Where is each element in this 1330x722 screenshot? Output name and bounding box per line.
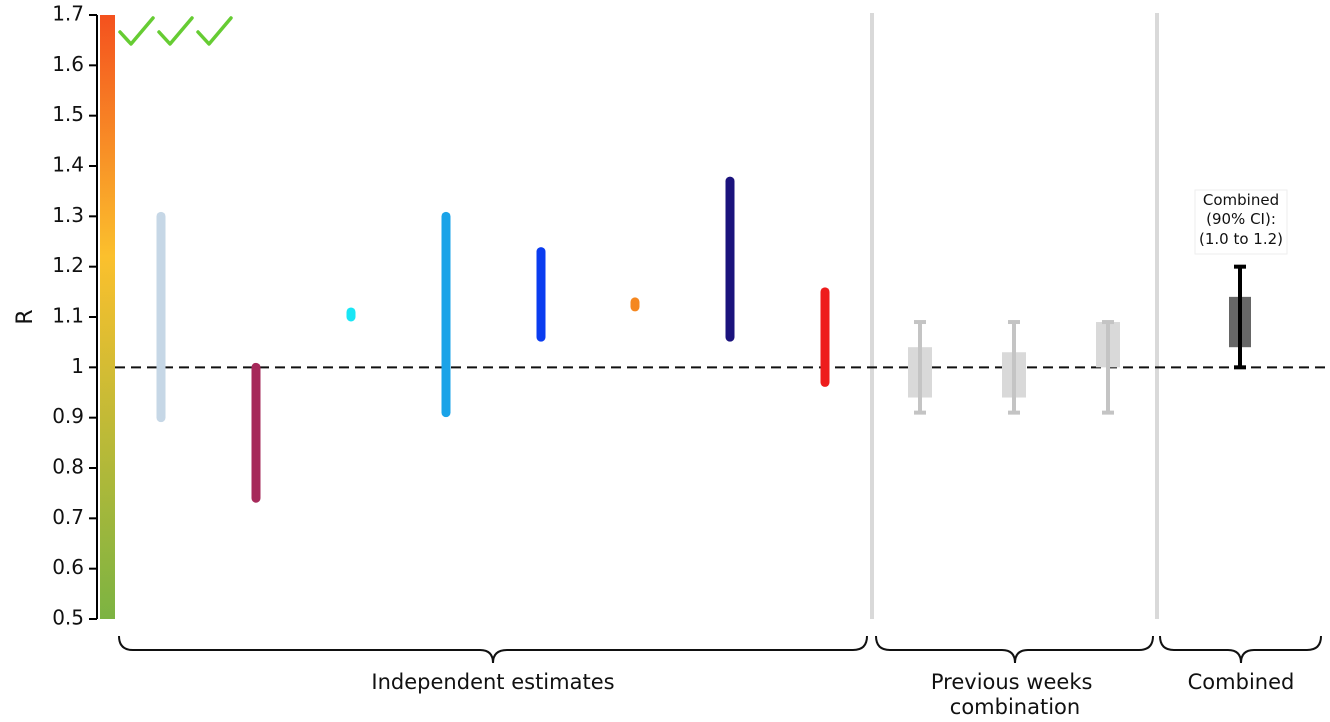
check-icon [118,16,155,46]
y-tick-label: 0.9 [52,404,84,428]
range-marks [156,176,1251,503]
checkmarks [118,16,233,46]
y-tick-label: 0.5 [52,606,84,630]
annotation-line-2: (90% CI): [1206,210,1276,228]
y-tick-label: 1.4 [52,153,84,177]
y-tick-label: 1.6 [52,52,84,76]
brace-combined [1159,635,1322,664]
annotation-box [1194,189,1288,255]
group-label-previous-weeks: Previous weeks combination [931,670,1099,719]
color-scale-bar [100,15,115,619]
y-axis-label: R [13,309,38,324]
brace-independent [118,635,868,664]
y-tick-label: 0.8 [52,455,84,479]
y-tick-label: 1.3 [52,203,84,227]
y-tick-label: 1.1 [52,304,84,328]
y-tick-label: 0.7 [52,505,84,529]
y-axis-ticks: 0.5 0.6 0.7 0.8 0.9 1 1.1 1.2 1.3 1.4 1.5 1.6 1.7 [52,2,97,630]
y-tick-label: 1 [71,354,84,378]
y-tick-label: 1.2 [52,253,84,277]
annotation-line-3: (1.0 to 1.2) [1199,230,1283,248]
y-tick-label: 1.7 [52,2,84,26]
check-icon [196,16,233,46]
group-label-combined: Combined [1188,670,1295,694]
y-tick-label: 1.5 [52,102,84,126]
group-label-independent: Independent estimates [371,670,614,694]
check-icon [157,16,194,46]
y-tick-label: 0.6 [52,555,84,579]
brace-previous-weeks [875,635,1154,664]
annotation-line-1: Combined [1203,191,1279,209]
